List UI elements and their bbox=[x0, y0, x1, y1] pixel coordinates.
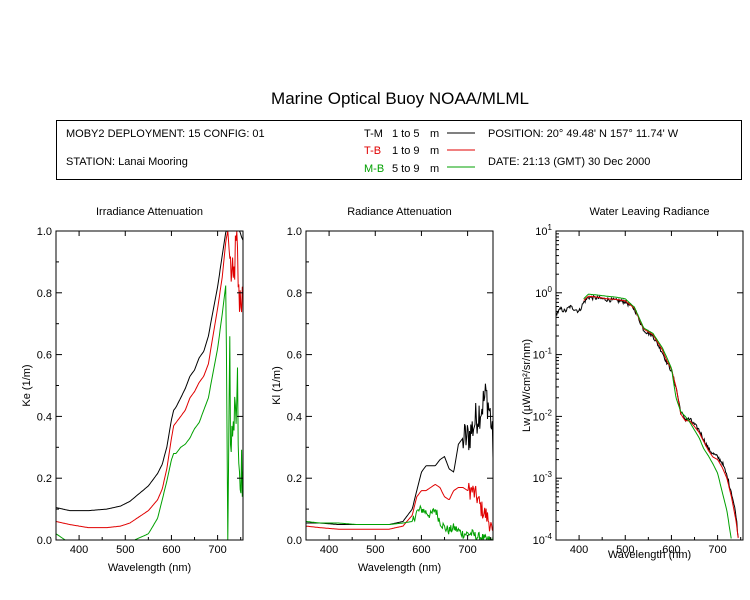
legend-range: 1 to 5 bbox=[392, 128, 420, 140]
legend-unit: m bbox=[430, 145, 439, 157]
series-line-t-b bbox=[56, 231, 243, 529]
x-tick-label: 500 bbox=[366, 544, 384, 556]
y-tick-label: 101 bbox=[535, 223, 552, 238]
legend-code: T-M bbox=[364, 128, 383, 140]
info-box: MOBY2 DEPLOYMENT: 15 CONFIG: 01 STATION:… bbox=[56, 120, 742, 180]
x-tick-label: 400 bbox=[570, 544, 588, 556]
series-group bbox=[56, 231, 243, 540]
chart-title: Water Leaving Radiance bbox=[589, 206, 709, 218]
y-axis-label: Ke (1/m) bbox=[21, 364, 33, 406]
legend-range: 5 to 9 bbox=[392, 163, 420, 175]
x-tick-label: 700 bbox=[708, 544, 726, 556]
x-axis-label: Wavelength (nm) bbox=[358, 562, 441, 574]
x-axis-label: Wavelength (nm) bbox=[608, 549, 691, 561]
y-tick-label: 10-2 bbox=[533, 408, 553, 423]
chart-panel-3: Water Leaving Radiance 400 500 600 700 101 100… bbox=[521, 206, 744, 561]
position-text: POSITION: 20° 49.48' N 157° 11.74' W bbox=[488, 128, 679, 140]
y-tick-label: 0.6 bbox=[37, 350, 52, 362]
x-tick-label: 700 bbox=[458, 544, 476, 556]
y-tick-label: 0.8 bbox=[37, 288, 52, 300]
y-tick-label: 0.2 bbox=[37, 473, 52, 485]
x-tick-label: 600 bbox=[662, 544, 680, 556]
plot-frame bbox=[55, 230, 244, 541]
legend-entry-t-b: T-B 1 to 9 m bbox=[364, 145, 475, 157]
x-axis-label: Wavelength (nm) bbox=[108, 562, 191, 574]
chart-title: Radiance Attenuation bbox=[347, 206, 452, 218]
y-tick-label: 0.6 bbox=[287, 350, 302, 362]
series-line-t-b bbox=[583, 295, 739, 539]
y-tick-label: 0.0 bbox=[37, 535, 52, 547]
y-tick-label: 10-4 bbox=[533, 532, 553, 547]
y-axis-label: Kl (1/m) bbox=[271, 366, 283, 405]
y-tick-label: 0.8 bbox=[287, 288, 302, 300]
y-tick-label: 10-3 bbox=[533, 470, 553, 485]
chart-panel-2: Radiance Attenuation 400 500 600 700 0.0 0.2 0.… bbox=[271, 206, 494, 574]
series-group bbox=[306, 383, 493, 540]
legend-code: T-B bbox=[364, 145, 381, 157]
series-line-t-m bbox=[306, 383, 493, 525]
series-line-t-m bbox=[556, 294, 739, 538]
y-tick-label: 10-1 bbox=[533, 347, 553, 362]
legend-code: M-B bbox=[364, 163, 384, 175]
x-tick-label: 400 bbox=[320, 544, 338, 556]
x-tick-label: 700 bbox=[208, 544, 226, 556]
y-tick-label: 100 bbox=[535, 285, 552, 300]
series-line-m-b bbox=[56, 285, 243, 540]
y-tick-label: 1.0 bbox=[37, 226, 52, 238]
plot-frame bbox=[305, 230, 494, 541]
y-tick-label: 0.4 bbox=[287, 411, 302, 423]
deployment-text: MOBY2 DEPLOYMENT: 15 CONFIG: 01 bbox=[66, 128, 265, 140]
chart-title: Irradiance Attenuation bbox=[96, 206, 203, 218]
chart-panel-1: Irradiance Attenuation 400 500 600 700 0.0 0.2… bbox=[21, 206, 244, 574]
depth-legend: T-M 1 to 5 m T-B 1 to 9 m M-B 5 to 9 m bbox=[364, 128, 475, 175]
x-tick-label: 400 bbox=[70, 544, 88, 556]
page-title: Marine Optical Buoy NOAA/MLML bbox=[271, 89, 529, 108]
legend-range: 1 to 9 bbox=[392, 145, 420, 157]
legend-unit: m bbox=[430, 128, 439, 140]
y-tick-label: 0.4 bbox=[37, 411, 52, 423]
y-axis-label: Lw (µW/cm²/sr/nm) bbox=[521, 339, 533, 432]
series-line-t-b bbox=[306, 482, 493, 532]
legend-entry-t-m: T-M 1 to 5 m bbox=[364, 128, 475, 140]
series-line-t-m bbox=[56, 231, 243, 512]
x-tick-label: 500 bbox=[616, 544, 634, 556]
date-text: DATE: 21:13 (GMT) 30 Dec 2000 bbox=[488, 156, 651, 168]
plot-frame bbox=[555, 230, 744, 541]
x-tick-label: 600 bbox=[162, 544, 180, 556]
legend-unit: m bbox=[430, 163, 439, 175]
x-tick-label: 600 bbox=[412, 544, 430, 556]
y-tick-label: 1.0 bbox=[287, 226, 302, 238]
series-line-m-b bbox=[306, 504, 493, 540]
x-tick-label: 500 bbox=[116, 544, 134, 556]
y-tick-label: 0.2 bbox=[287, 473, 302, 485]
legend-entry-m-b: M-B 5 to 9 m bbox=[364, 163, 475, 175]
series-line-m-b bbox=[583, 293, 732, 539]
y-tick-label: 0.0 bbox=[287, 535, 302, 547]
station-text: STATION: Lanai Mooring bbox=[66, 156, 188, 168]
series-group bbox=[556, 293, 739, 539]
